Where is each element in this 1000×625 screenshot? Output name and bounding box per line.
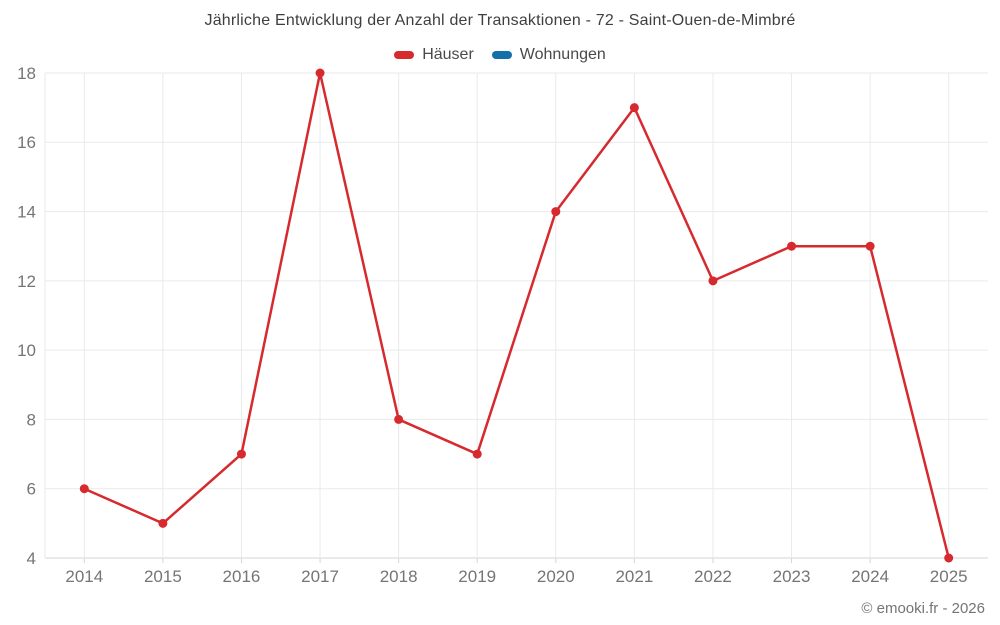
x-tick-label: 2024 <box>851 567 889 586</box>
copyright-text: © emooki.fr - 2026 <box>861 600 985 617</box>
x-tick-label: 2019 <box>458 567 496 586</box>
data-point[interactable] <box>944 553 954 563</box>
chart-legend: Häuser Wohnungen <box>0 46 1000 64</box>
x-tick-label: 2022 <box>694 567 732 586</box>
data-point[interactable] <box>472 449 482 459</box>
y-tick-label: 12 <box>17 272 36 291</box>
legend-item-haeuser[interactable]: Häuser <box>394 46 474 64</box>
y-tick-label: 10 <box>17 341 36 360</box>
x-tick-label: 2018 <box>380 567 418 586</box>
data-point[interactable] <box>551 207 561 217</box>
wohnungen-swatch-icon <box>491 51 512 59</box>
data-point[interactable] <box>236 449 246 459</box>
y-tick-label: 6 <box>27 480 36 499</box>
x-tick-label: 2021 <box>615 567 653 586</box>
data-point[interactable] <box>158 518 168 528</box>
x-tick-label: 2023 <box>773 567 811 586</box>
y-tick-label: 8 <box>27 410 36 429</box>
data-point[interactable] <box>629 103 639 113</box>
data-point[interactable] <box>708 276 718 286</box>
series-line-häuser <box>83 71 950 560</box>
y-tick-label: 18 <box>17 64 36 83</box>
data-point[interactable] <box>79 484 89 494</box>
x-tick-label: 2017 <box>301 567 339 586</box>
x-tick-label: 2016 <box>223 567 261 586</box>
data-point[interactable] <box>394 414 404 424</box>
x-tick-label: 2015 <box>144 567 182 586</box>
legend-label-haeuser: Häuser <box>422 46 474 63</box>
x-tick-label: 2014 <box>65 567 103 586</box>
x-tick-label: 2020 <box>537 567 575 586</box>
legend-label-wohnungen: Wohnungen <box>519 46 606 63</box>
y-tick-label: 14 <box>17 203 36 222</box>
chart-title: Jährliche Entwicklung der Anzahl der Tra… <box>204 12 796 29</box>
data-point[interactable] <box>865 241 875 251</box>
y-tick-label: 4 <box>27 549 36 568</box>
y-tick-label: 16 <box>17 133 36 152</box>
haeuser-swatch-icon <box>394 51 415 59</box>
legend-item-wohnungen[interactable]: Wohnungen <box>491 46 606 64</box>
data-point[interactable] <box>787 241 797 251</box>
x-tick-label: 2025 <box>930 567 968 586</box>
data-point[interactable] <box>315 68 325 78</box>
